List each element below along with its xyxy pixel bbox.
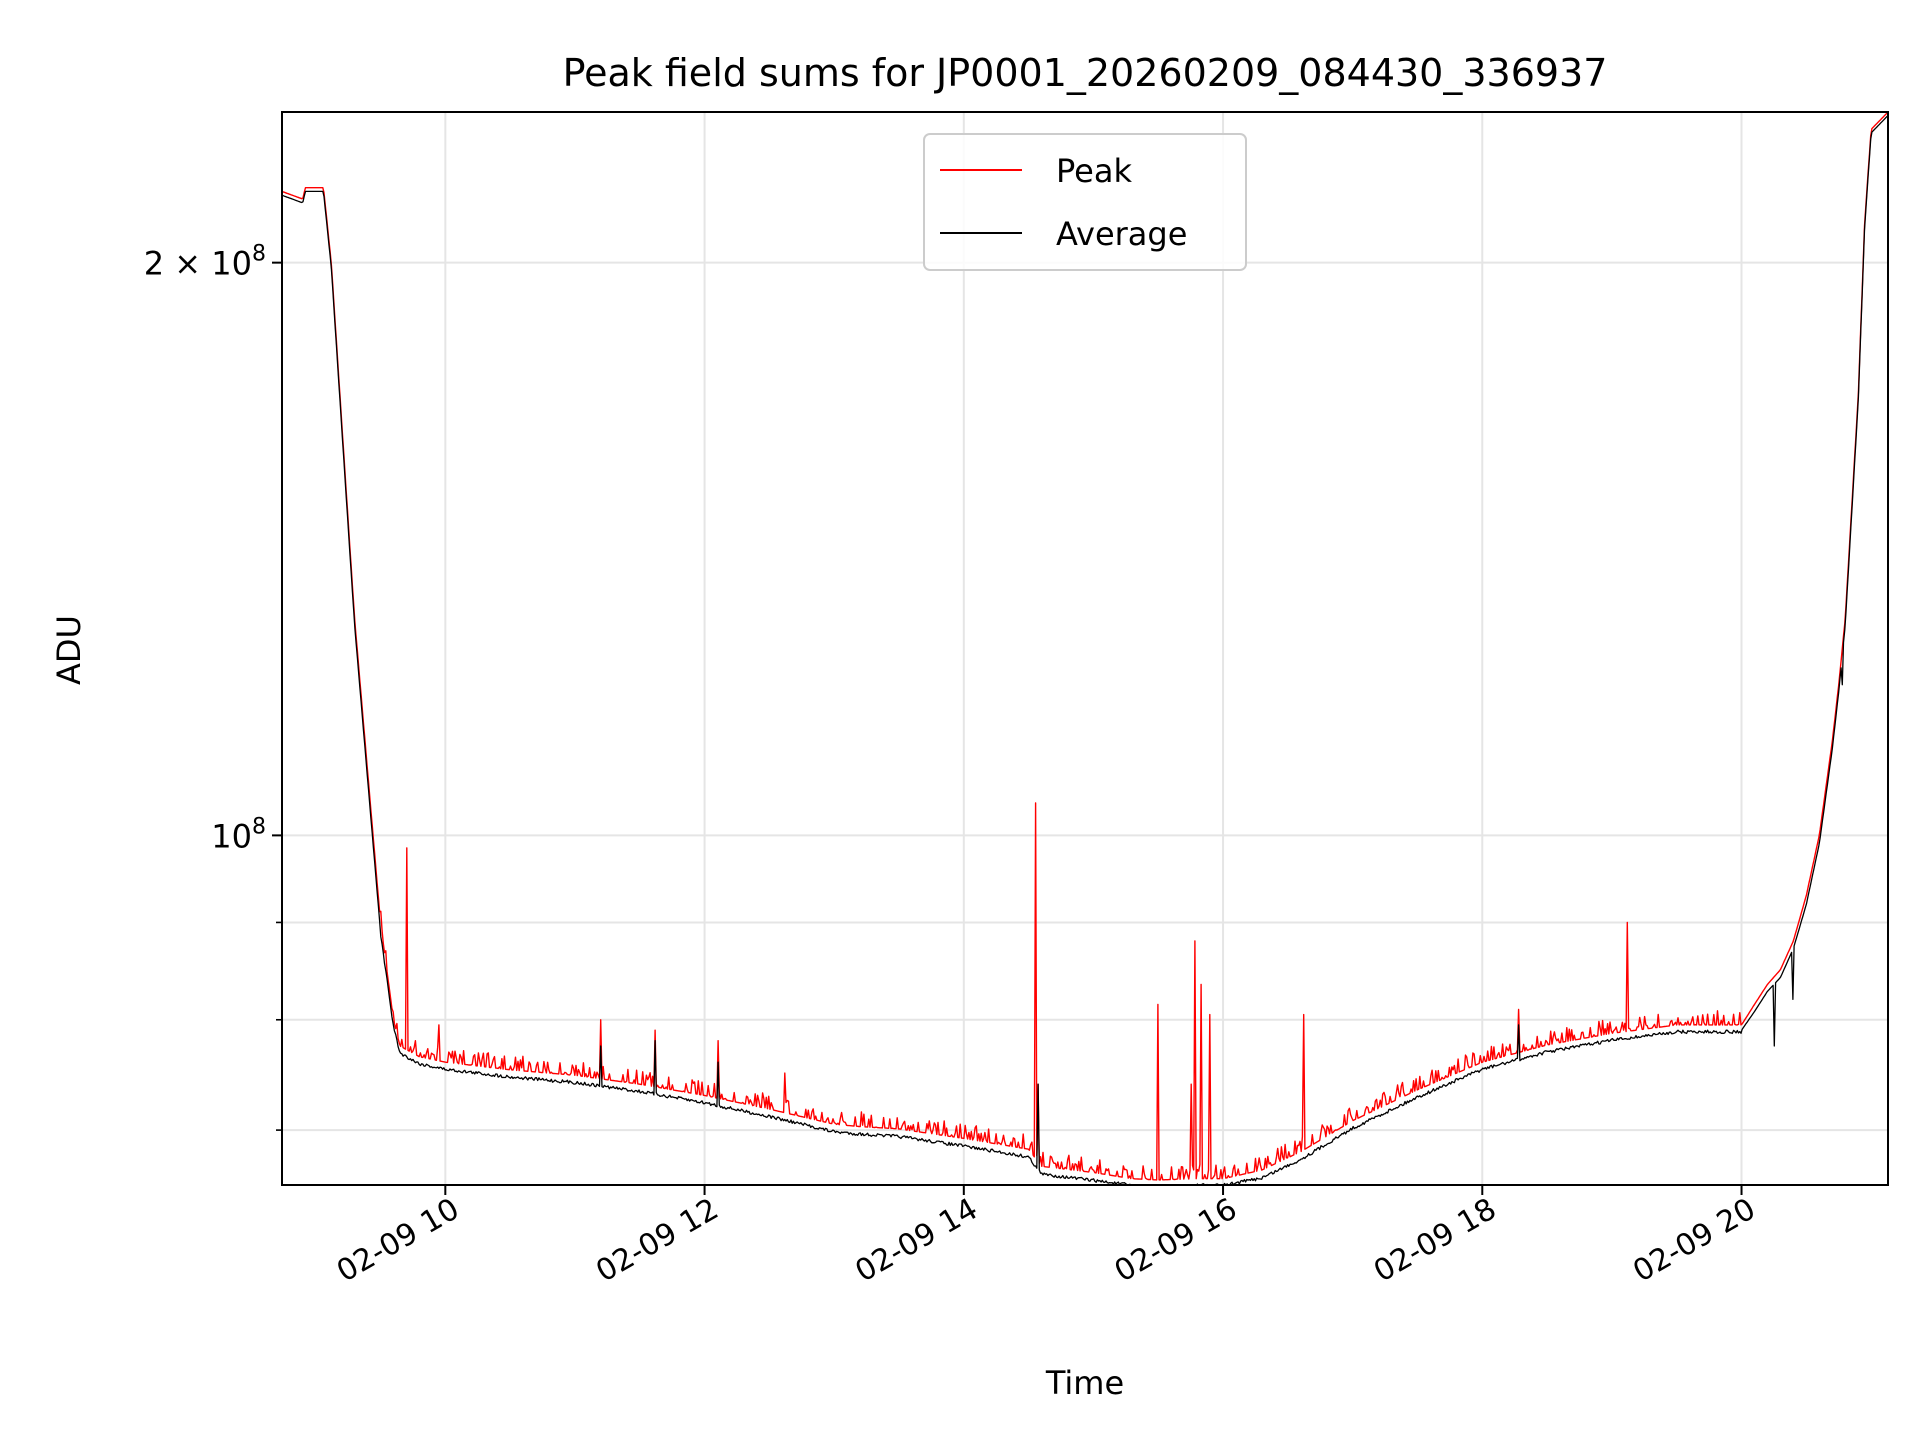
axes-frame: [281, 111, 1889, 1186]
series-line-peak: [282, 112, 1888, 1181]
plot-area: [282, 112, 1888, 1185]
grid: [282, 112, 1888, 1185]
series-line-average: [282, 115, 1888, 1185]
legend: Peak Average: [923, 133, 1247, 271]
y-axis-ticks: 108 2 × 108: [144, 242, 282, 1131]
y-axis-label: ADU: [50, 615, 88, 685]
x-axis-label: Time: [1045, 1364, 1124, 1402]
y-tick-label: 108: [211, 814, 266, 855]
legend-label-average: Average: [1056, 215, 1187, 253]
y-tick-exponent: 8: [252, 814, 266, 839]
series-layer: [282, 112, 1888, 1185]
y-tick-exponent: 8: [252, 242, 266, 267]
legend-label-peak: Peak: [1056, 152, 1132, 190]
legend-box: [923, 133, 1247, 271]
y-tick-label: 2 × 108: [144, 242, 266, 283]
chart-title: Peak field sums for JP0001_20260209_0844…: [563, 51, 1608, 95]
